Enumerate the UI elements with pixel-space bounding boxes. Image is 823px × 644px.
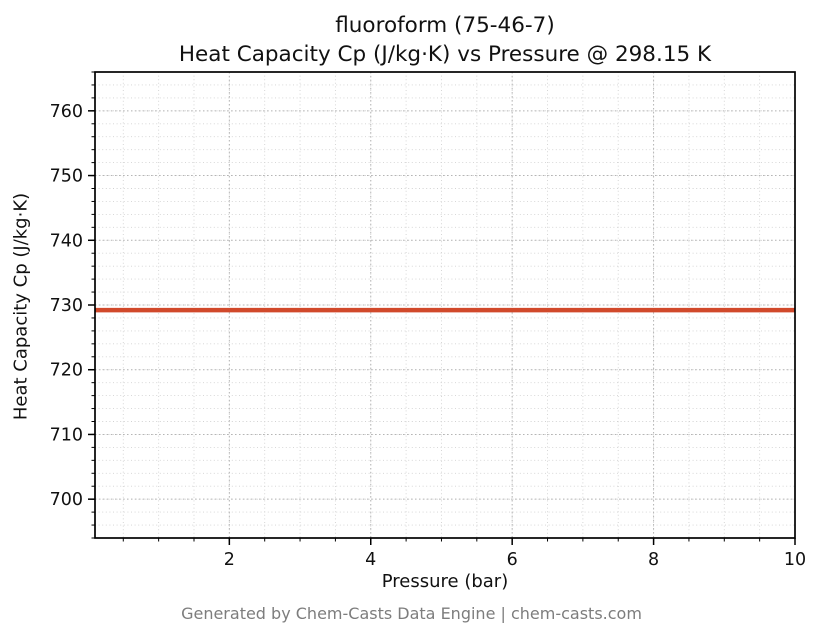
x-tick-label: 4	[365, 550, 376, 570]
footer-text: Generated by Chem-Casts Data Engine | ch…	[181, 604, 642, 623]
y-axis-label: Heat Capacity Cp (J/kg·K)	[10, 192, 32, 421]
y-tick-label: 710	[50, 425, 83, 445]
x-tick-label: 2	[224, 550, 235, 570]
x-axis-label: Pressure (bar)	[381, 571, 509, 592]
chart-title-line2: Heat Capacity Cp (J/kg·K) vs Pressure @ …	[178, 42, 712, 67]
y-tick-label: 730	[50, 296, 83, 316]
y-tick-label: 750	[50, 167, 83, 187]
y-tick-label: 700	[50, 490, 83, 510]
x-tick-label: 10	[784, 550, 806, 570]
x-tick-label: 8	[648, 550, 659, 570]
x-tick-label: 6	[507, 550, 518, 570]
chart-title: fluoroform (75-46-7) Heat Capacity Cp (J…	[95, 11, 795, 69]
chart-title-line1: fluoroform (75-46-7)	[335, 13, 555, 38]
y-tick-label: 720	[50, 361, 83, 381]
y-tick-label: 760	[50, 102, 83, 122]
y-tick-label: 740	[50, 231, 83, 251]
